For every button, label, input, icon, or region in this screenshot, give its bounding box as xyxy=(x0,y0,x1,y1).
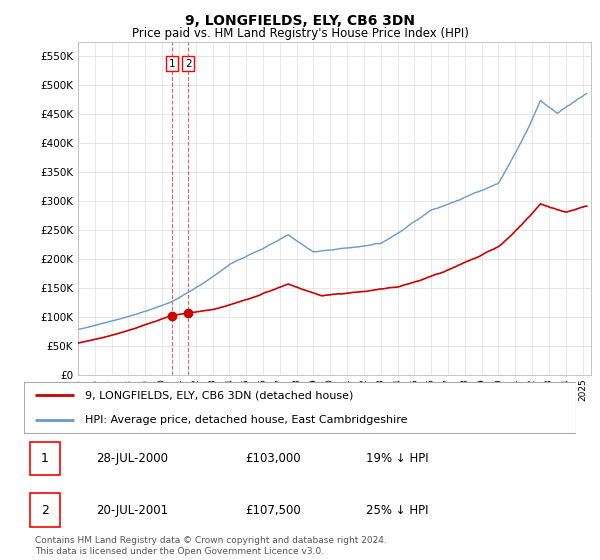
Text: £103,000: £103,000 xyxy=(245,452,301,465)
Text: HPI: Average price, detached house, East Cambridgeshire: HPI: Average price, detached house, East… xyxy=(85,414,407,424)
Text: 20-JUL-2001: 20-JUL-2001 xyxy=(96,503,168,517)
Text: 28-JUL-2000: 28-JUL-2000 xyxy=(96,452,168,465)
Text: 2: 2 xyxy=(185,59,191,69)
Text: Contains HM Land Registry data © Crown copyright and database right 2024.
This d: Contains HM Land Registry data © Crown c… xyxy=(35,536,387,556)
Text: 1: 1 xyxy=(169,59,175,69)
Text: 1: 1 xyxy=(41,452,49,465)
Text: 9, LONGFIELDS, ELY, CB6 3DN (detached house): 9, LONGFIELDS, ELY, CB6 3DN (detached ho… xyxy=(85,390,353,400)
FancyBboxPatch shape xyxy=(29,493,60,527)
Text: 19% ↓ HPI: 19% ↓ HPI xyxy=(366,452,429,465)
Text: Price paid vs. HM Land Registry's House Price Index (HPI): Price paid vs. HM Land Registry's House … xyxy=(131,27,469,40)
Text: 2: 2 xyxy=(41,503,49,517)
Text: £107,500: £107,500 xyxy=(245,503,301,517)
FancyBboxPatch shape xyxy=(24,382,576,433)
FancyBboxPatch shape xyxy=(29,442,60,475)
Text: 25% ↓ HPI: 25% ↓ HPI xyxy=(366,503,429,517)
Text: 9, LONGFIELDS, ELY, CB6 3DN: 9, LONGFIELDS, ELY, CB6 3DN xyxy=(185,14,415,28)
